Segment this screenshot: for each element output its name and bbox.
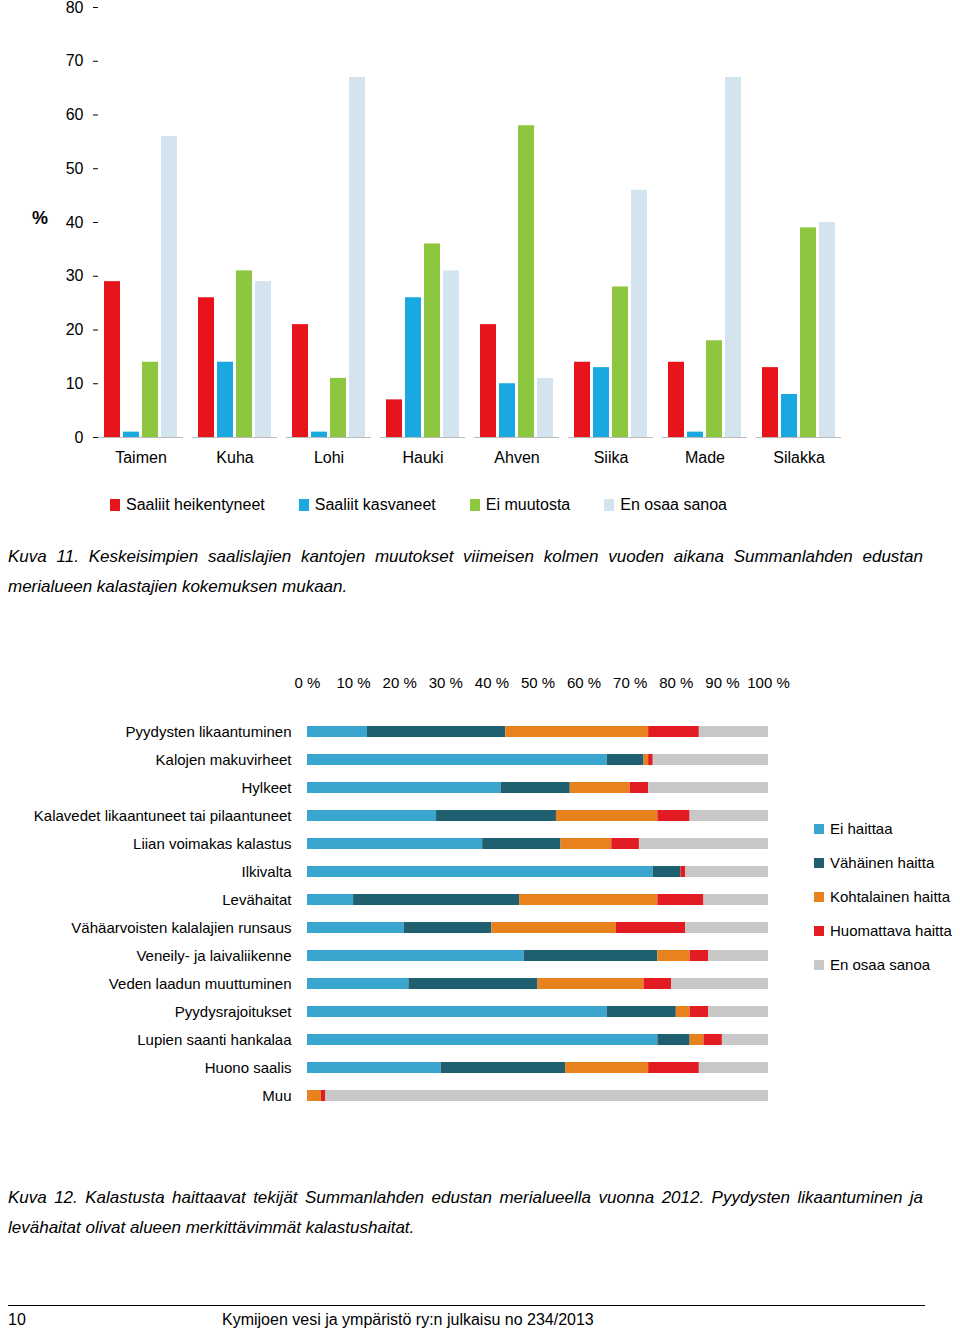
svg-text:Ilkivalta: Ilkivalta: [241, 863, 292, 880]
svg-text:Hylkeet: Hylkeet: [241, 779, 292, 796]
svg-text:20 %: 20 %: [383, 674, 417, 691]
svg-text:Huono saalis: Huono saalis: [205, 1059, 292, 1076]
html-text:En osaa sanoa: En osaa sanoa: [830, 956, 931, 973]
svg-text:Siika: Siika: [594, 449, 629, 466]
svg-text:Hauki: Hauki: [403, 449, 444, 466]
html-text:Huomattava haitta: Huomattava haitta: [830, 922, 952, 939]
svg-text:Veneily- ja laivaliikenne: Veneily- ja laivaliikenne: [136, 947, 291, 964]
svg-text:80: 80: [66, 0, 84, 16]
svg-text:Liian voimakas kalastus: Liian voimakas kalastus: [133, 835, 291, 852]
html-text:Kuva 12. Kalastusta haittaavat: Kuva 12. Kalastusta haittaavat tekijät S…: [8, 1188, 923, 1237]
svg-text:Muu: Muu: [262, 1087, 291, 1104]
svg-text:40: 40: [66, 214, 84, 231]
svg-text:50: 50: [66, 160, 84, 177]
html-text:Saaliit heikentyneet: Saaliit heikentyneet: [126, 496, 265, 513]
html-text:Kuva 11. Keskeisimpien saalisl: Kuva 11. Keskeisimpien saalislajien kant…: [8, 547, 923, 596]
svg-text:20: 20: [66, 321, 84, 338]
svg-text:Pyydysrajoitukset: Pyydysrajoitukset: [175, 1003, 293, 1020]
svg-text:Lohi: Lohi: [314, 449, 344, 466]
svg-text:40 %: 40 %: [475, 674, 509, 691]
html-text:Vähäinen haitta: Vähäinen haitta: [830, 854, 935, 871]
html-text:Ei haittaa: Ei haittaa: [830, 820, 893, 837]
svg-text:Veden laadun muuttuminen: Veden laadun muuttuminen: [109, 975, 292, 992]
svg-text:70 %: 70 %: [613, 674, 647, 691]
svg-text:Made: Made: [685, 449, 725, 466]
svg-text:Vähäarvoisten kalalajien runsa: Vähäarvoisten kalalajien runsaus: [71, 919, 291, 936]
svg-text:Lupien saanti hankalaa: Lupien saanti hankalaa: [137, 1031, 292, 1048]
svg-text:10: 10: [66, 375, 84, 392]
svg-text:30: 30: [66, 267, 84, 284]
svg-text:100 %: 100 %: [747, 674, 790, 691]
html-text:Kohtalainen haitta: Kohtalainen haitta: [830, 888, 951, 905]
html-text:Kymijoen vesi ja ympäristö ry:: Kymijoen vesi ja ympäristö ry:n julkaisu…: [222, 1311, 594, 1328]
svg-text:30 %: 30 %: [429, 674, 463, 691]
svg-text:Kuha: Kuha: [216, 449, 253, 466]
html-text:Ei muutosta: Ei muutosta: [485, 496, 571, 513]
svg-text:Kalojen makuvirheet: Kalojen makuvirheet: [156, 751, 293, 768]
svg-text:60 %: 60 %: [567, 674, 601, 691]
svg-text:Silakka: Silakka: [773, 449, 825, 466]
svg-text:Ahven: Ahven: [494, 449, 539, 466]
svg-text:Levähaitat: Levähaitat: [222, 891, 292, 908]
svg-text:0: 0: [75, 429, 84, 446]
svg-text:Pyydysten likaantuminen: Pyydysten likaantuminen: [126, 723, 292, 740]
html-text:En osaa sanoa: En osaa sanoa: [620, 496, 727, 513]
svg-text:90 %: 90 %: [705, 674, 739, 691]
svg-text:0 %: 0 %: [295, 674, 321, 691]
svg-text:70: 70: [66, 52, 84, 69]
svg-text:50 %: 50 %: [521, 674, 555, 691]
html-text:10: 10: [8, 1311, 26, 1328]
html-text:Saaliit kasvaneet: Saaliit kasvaneet: [314, 496, 436, 513]
svg-text:10 %: 10 %: [336, 674, 370, 691]
svg-text:60: 60: [66, 106, 84, 123]
svg-text:Taimen: Taimen: [115, 449, 167, 466]
svg-text:80 %: 80 %: [659, 674, 693, 691]
svg-text:Kalavedet likaantuneet tai pil: Kalavedet likaantuneet tai pilaantuneet: [34, 807, 293, 824]
